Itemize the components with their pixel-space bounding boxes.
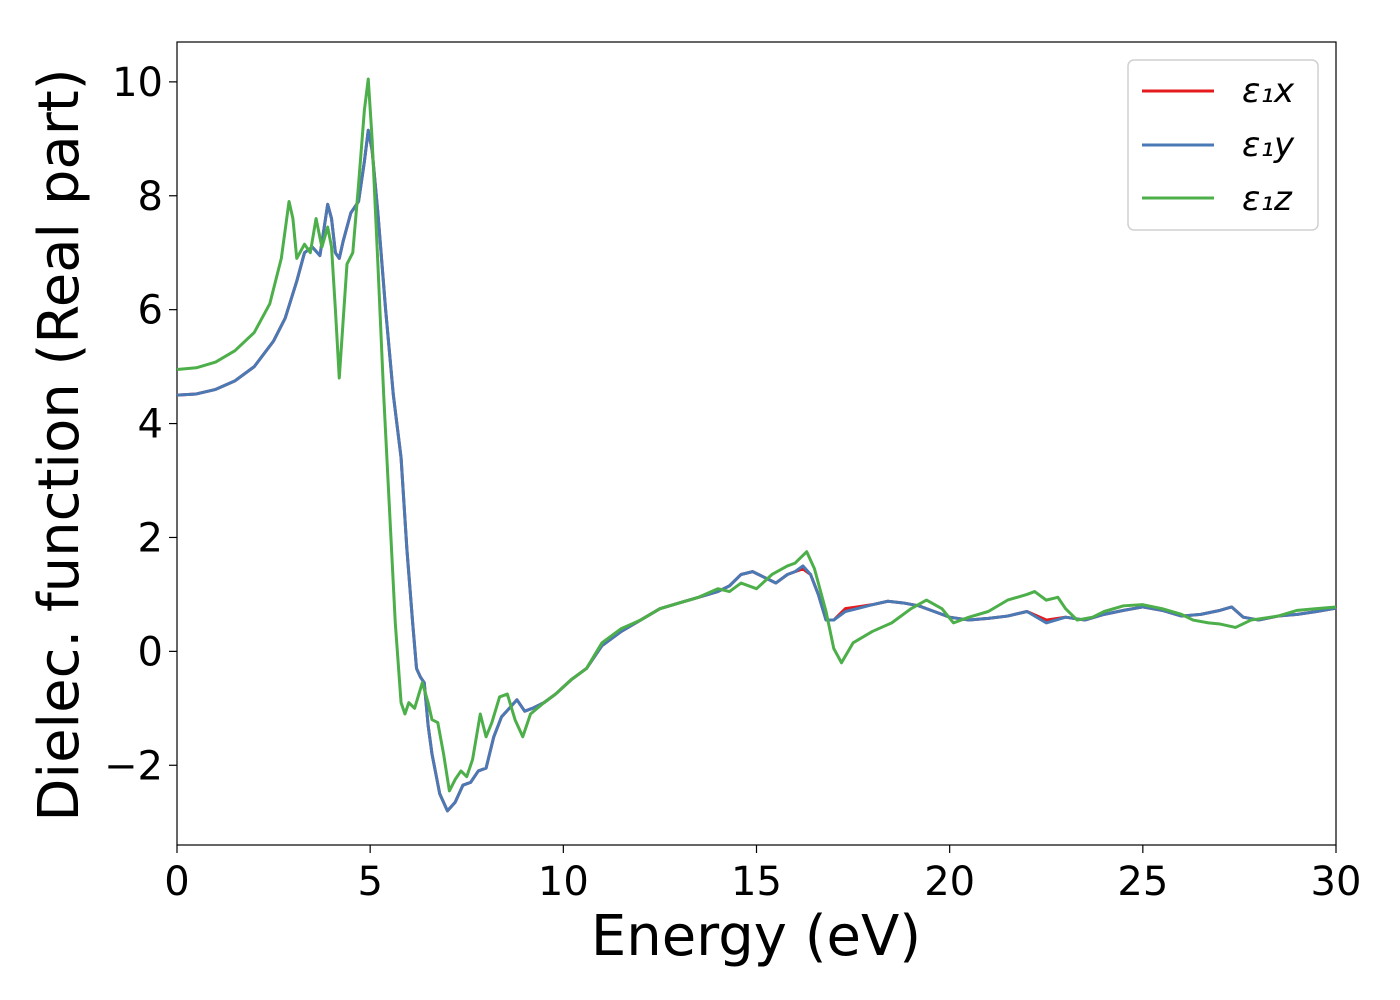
- y-tick-label: 4: [138, 402, 163, 448]
- y-tick-label: 6: [138, 288, 163, 334]
- x-tick-label: 5: [357, 859, 382, 905]
- x-tick-label: 0: [164, 859, 189, 905]
- legend: ε₁x ε₁y ε₁z: [1127, 59, 1319, 231]
- series-lines: [176, 77, 1337, 813]
- legend-label-x: ε₁x: [1242, 71, 1295, 111]
- x-tick-label: 30: [1311, 859, 1362, 905]
- legend-box: [1127, 59, 1319, 231]
- legend-label-y: ε₁y: [1242, 125, 1295, 165]
- y-axis-ticks: −2 0 2 4 6 8 10: [104, 60, 177, 789]
- x-tick-label: 15: [731, 859, 782, 905]
- y-axis-title: Dielec. function (Real part): [27, 68, 92, 821]
- legend-label-z: ε₁z: [1242, 179, 1293, 219]
- series-line-z: [176, 77, 1337, 793]
- x-axis-ticks: 0 5 10 15 20 25 30: [164, 845, 1361, 905]
- x-tick-label: 20: [924, 859, 975, 905]
- y-tick-label: 8: [138, 174, 163, 220]
- x-axis-title: Energy (eV): [591, 904, 921, 969]
- y-tick-label: −2: [104, 743, 163, 789]
- y-tick-label: 0: [138, 629, 163, 675]
- y-tick-label: 2: [138, 515, 163, 561]
- x-tick-label: 10: [538, 859, 589, 905]
- x-tick-label: 25: [1117, 859, 1168, 905]
- y-tick-label: 10: [112, 60, 163, 106]
